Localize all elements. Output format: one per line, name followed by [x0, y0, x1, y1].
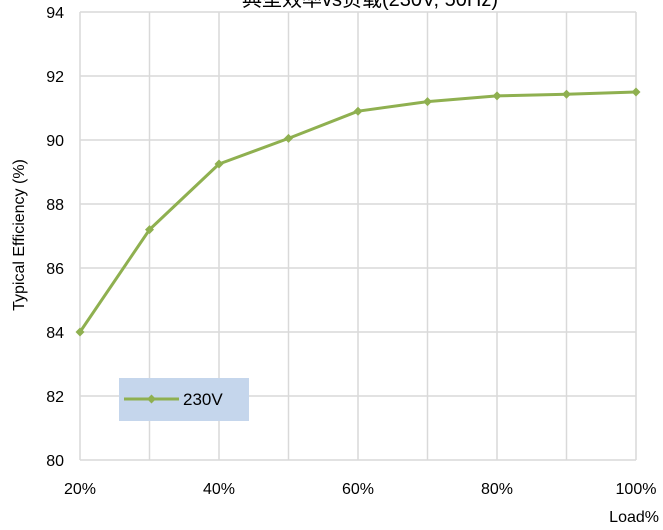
- y-tick-label: 86: [46, 261, 64, 278]
- data-point: [562, 89, 571, 99]
- x-tick-label: 40%: [203, 481, 235, 498]
- legend-label-230v: 230V: [183, 390, 223, 409]
- data-point: [423, 97, 432, 107]
- x-tick-label: 60%: [342, 481, 374, 498]
- data-point: [75, 327, 85, 337]
- data-point: [353, 106, 363, 116]
- data-point: [214, 159, 224, 169]
- data-point: [492, 91, 502, 101]
- legend-marker-230v: [147, 394, 156, 404]
- x-axis-ticks: 20% 40% 60% 80% 100%: [64, 481, 656, 498]
- x-tick-label: 80%: [481, 481, 513, 498]
- y-tick-label: 80: [46, 453, 64, 470]
- grid-lines: [79, 11, 637, 461]
- y-tick-label: 90: [46, 133, 64, 150]
- chart-title: 典型效率vs负载(230V, 50Hz): [242, 0, 498, 11]
- x-tick-label: 20%: [64, 481, 96, 498]
- x-tick-label: 100%: [616, 481, 657, 498]
- y-tick-label: 84: [46, 325, 64, 342]
- y-tick-label: 92: [46, 69, 64, 86]
- y-tick-label: 82: [46, 389, 64, 406]
- legend: 230V: [119, 378, 249, 421]
- series-group: [75, 87, 641, 337]
- x-axis-label: Load%: [609, 509, 659, 526]
- data-point: [631, 87, 641, 97]
- y-axis-ticks: 80 82 84 86 88 90 92 94: [46, 5, 64, 470]
- y-tick-label: 88: [46, 197, 64, 214]
- data-point: [145, 225, 154, 235]
- data-point: [284, 133, 293, 143]
- y-axis-label: Typical Efficiency (%): [11, 159, 28, 311]
- y-tick-label: 94: [46, 5, 64, 22]
